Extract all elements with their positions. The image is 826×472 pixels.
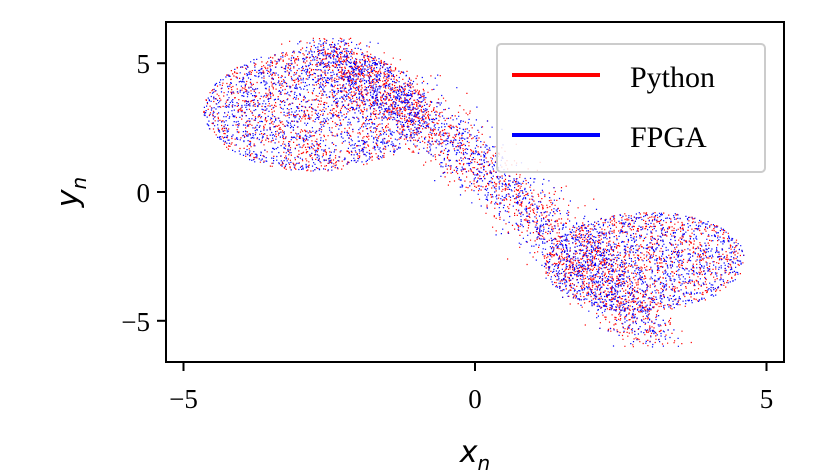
- axis-ticks: −5 0 5 −5 0 5: [121, 49, 773, 414]
- x-tick-label: −5: [169, 384, 198, 414]
- legend-label-python: Python: [630, 61, 715, 94]
- scatter-points: [203, 37, 745, 348]
- legend-label-fpga: FPGA: [630, 121, 707, 154]
- fpga-points: [203, 38, 745, 348]
- x-tick-label: 0: [468, 384, 482, 414]
- y-tick-label: −5: [121, 307, 150, 337]
- x-axis-label: xn: [459, 435, 490, 472]
- legend: Python FPGA: [496, 43, 766, 173]
- y-tick-label: 5: [137, 49, 151, 79]
- y-tick-label: 0: [137, 178, 151, 208]
- y-axis-label: yn: [51, 177, 91, 208]
- x-tick-label: 5: [760, 384, 774, 414]
